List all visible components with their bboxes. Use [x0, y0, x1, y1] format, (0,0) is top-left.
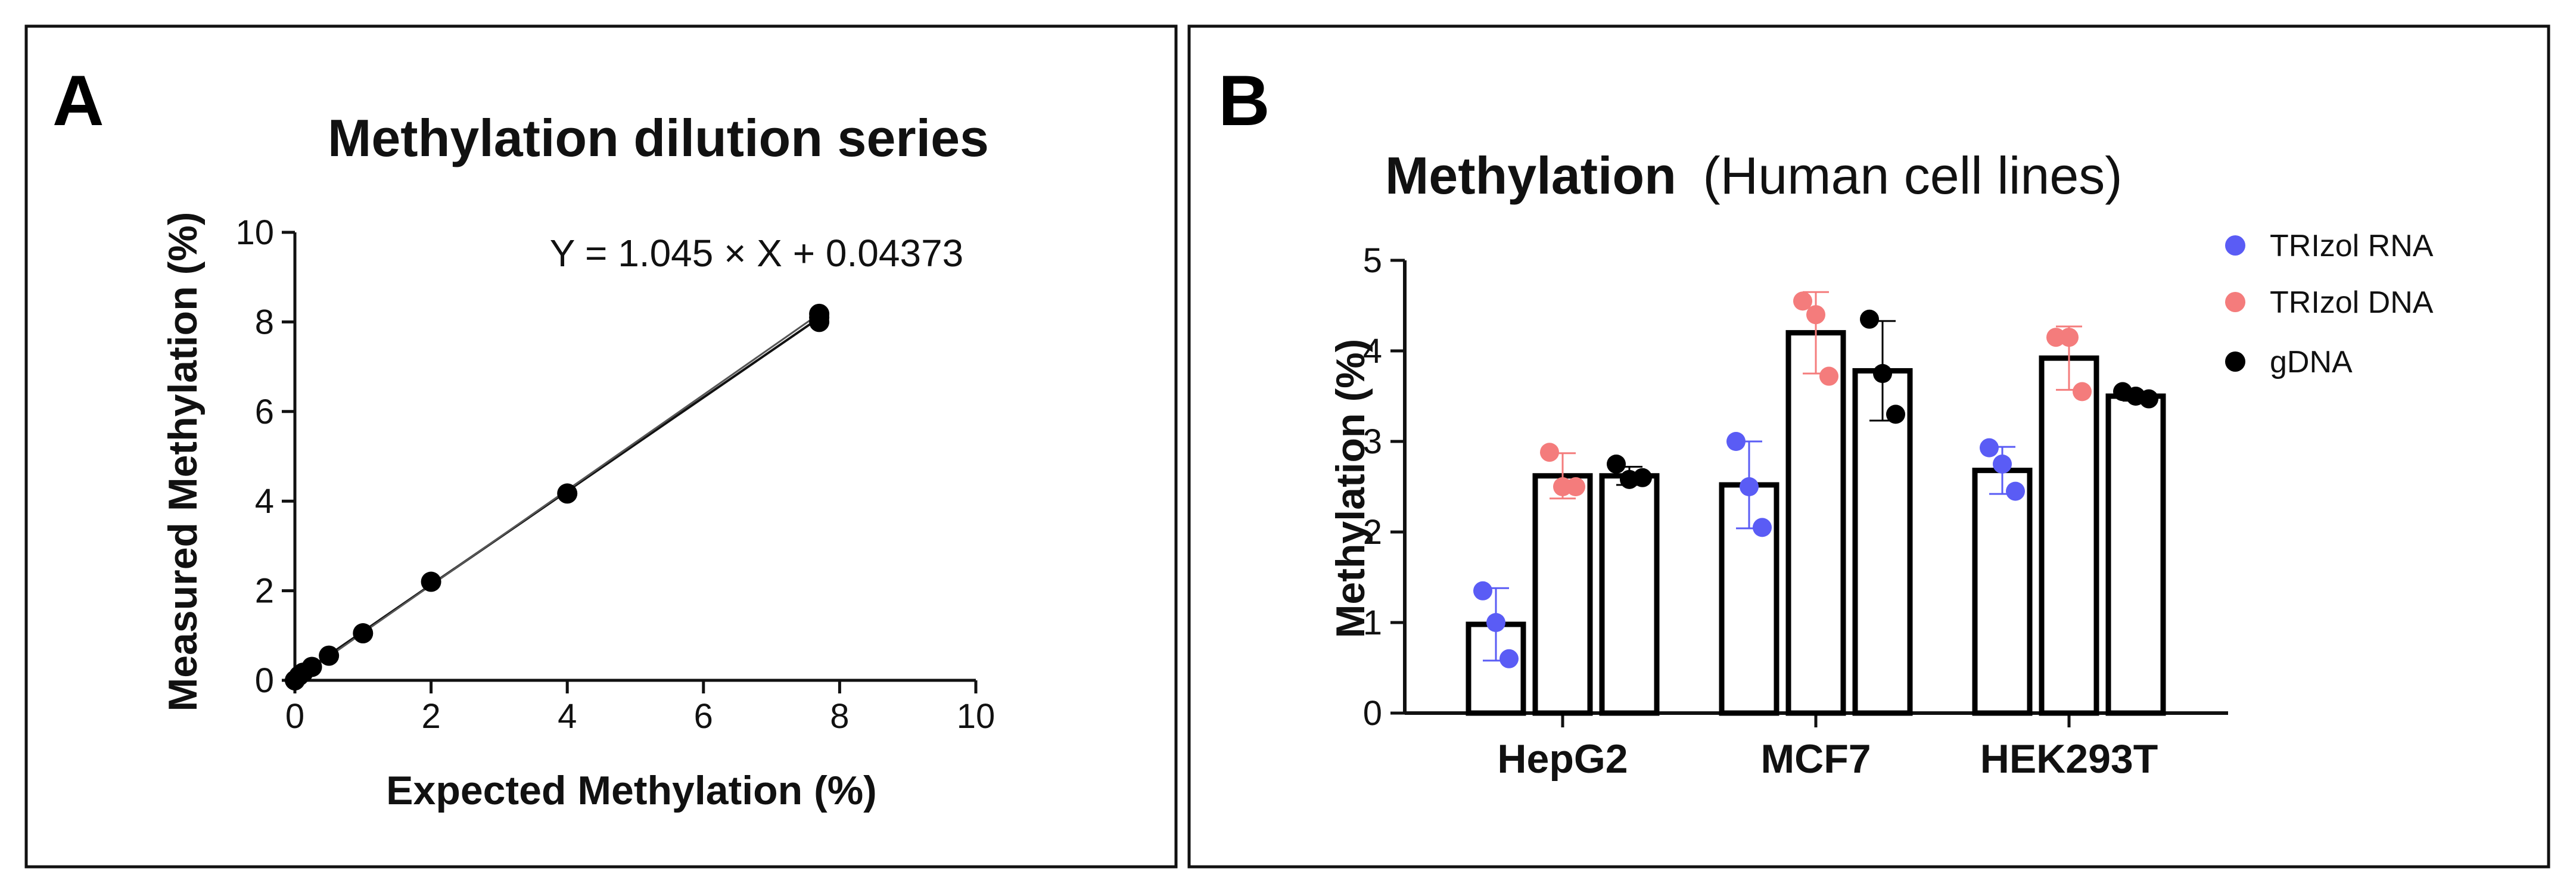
- chart-a-xlabel: Expected Methylation (%): [386, 768, 877, 813]
- legend-marker: [2225, 235, 2245, 256]
- x-tick-label: 4: [558, 697, 577, 736]
- y-tick-label: 8: [255, 303, 274, 341]
- regression-line-upper: [294, 313, 820, 682]
- replicate-point: [1566, 477, 1585, 496]
- data-point: [319, 645, 340, 666]
- replicate-point: [1473, 581, 1492, 600]
- replicate-point: [2046, 328, 2065, 347]
- replicate-point: [1726, 432, 1746, 451]
- replicate-point: [2073, 382, 2092, 402]
- data-point: [421, 571, 441, 592]
- chart-b-title-main: Methylation: [1385, 146, 1676, 205]
- replicate-point: [1819, 366, 1838, 386]
- replicate-point: [1980, 438, 1999, 458]
- panel-a-letter: A: [52, 61, 104, 141]
- bar: [1532, 473, 1593, 716]
- bar: [1785, 330, 1846, 716]
- chart-a-ylabel: Measured Methylation (%): [160, 212, 206, 712]
- replicate-point: [1633, 468, 1652, 487]
- y-tick-label: 6: [255, 393, 274, 431]
- x-tick-label: 2: [421, 697, 440, 736]
- replicate-point: [1806, 305, 1825, 325]
- legend-marker: [2225, 351, 2245, 372]
- replicate-point: [1753, 518, 1772, 537]
- y-tick-label: 0: [255, 661, 274, 700]
- x-tick-label: 8: [830, 697, 849, 736]
- y-tick-label: 2: [255, 572, 274, 611]
- data-point: [353, 623, 374, 644]
- panel-b-letter: B: [1218, 61, 1270, 141]
- replicate-point: [1993, 455, 2012, 474]
- bar: [2105, 393, 2166, 716]
- category-label: MCF7: [1760, 736, 1871, 782]
- replicate-point: [1740, 477, 1759, 496]
- replicate-point: [1873, 364, 1892, 383]
- y-tick-label: 1: [1363, 603, 1382, 642]
- replicate-point: [1553, 477, 1572, 496]
- panel-a-frame: [24, 24, 1178, 869]
- chart-a-title: Methylation dilution series: [328, 108, 989, 167]
- replicate-point: [1607, 455, 1626, 474]
- chart-a-plot: 0 2 4 6 8 10 0 2 4 6 8 10: [235, 213, 995, 736]
- legend-label: TRIzol DNA: [2270, 285, 2434, 320]
- replicate-point: [1486, 613, 1505, 632]
- chart-b-ylabel: Methylation (%): [1328, 339, 1373, 638]
- panel-b-frame: [1187, 24, 2550, 869]
- replicate-point: [1540, 443, 1559, 462]
- chart-b-legend: TRIzol RNA TRIzol DNA gDNA: [2225, 229, 2434, 379]
- replicate-point: [2006, 481, 2025, 501]
- legend-label: TRIzol RNA: [2270, 229, 2434, 263]
- chart-b-title-suffix: (Human cell lines): [1703, 146, 2122, 205]
- chart-b-title: Methylation (Human cell lines): [1385, 146, 2123, 205]
- bar: [1852, 368, 1913, 716]
- y-tick-label: 0: [1363, 694, 1382, 733]
- x-tick-label: 6: [694, 697, 713, 736]
- regression-equation: Y = 1.045 × X + 0.04373: [550, 232, 964, 275]
- category-label: HepG2: [1497, 736, 1628, 782]
- x-tick-label: 0: [285, 697, 304, 736]
- data-point: [557, 483, 578, 504]
- y-tick-label: 4: [1363, 332, 1382, 371]
- legend-marker: [2225, 292, 2245, 312]
- replicate-point: [2139, 389, 2158, 409]
- data-point: [809, 303, 830, 324]
- bar: [1599, 473, 1660, 716]
- y-tick-label: 5: [1363, 241, 1382, 280]
- bar: [2039, 355, 2099, 716]
- y-tick-label: 2: [1363, 513, 1382, 552]
- y-tick-label: 4: [255, 482, 274, 521]
- y-tick-label: 3: [1363, 422, 1382, 461]
- chart-b-plot: 0 1 2 3 4 5 HepG2 MCF7 HEK293T: [1363, 241, 2228, 782]
- replicate-point: [1886, 405, 1905, 424]
- legend-label: gDNA: [2270, 345, 2353, 379]
- replicate-point: [1499, 649, 1519, 668]
- replicate-point: [1793, 291, 1812, 311]
- x-tick-label: 10: [957, 697, 995, 736]
- replicate-point: [1860, 309, 1879, 329]
- replicate-point: [2059, 328, 2079, 347]
- bar: [1972, 468, 2033, 716]
- category-label: HEK293T: [1980, 736, 2158, 782]
- data-point: [301, 656, 322, 677]
- y-tick-label: 10: [235, 213, 274, 252]
